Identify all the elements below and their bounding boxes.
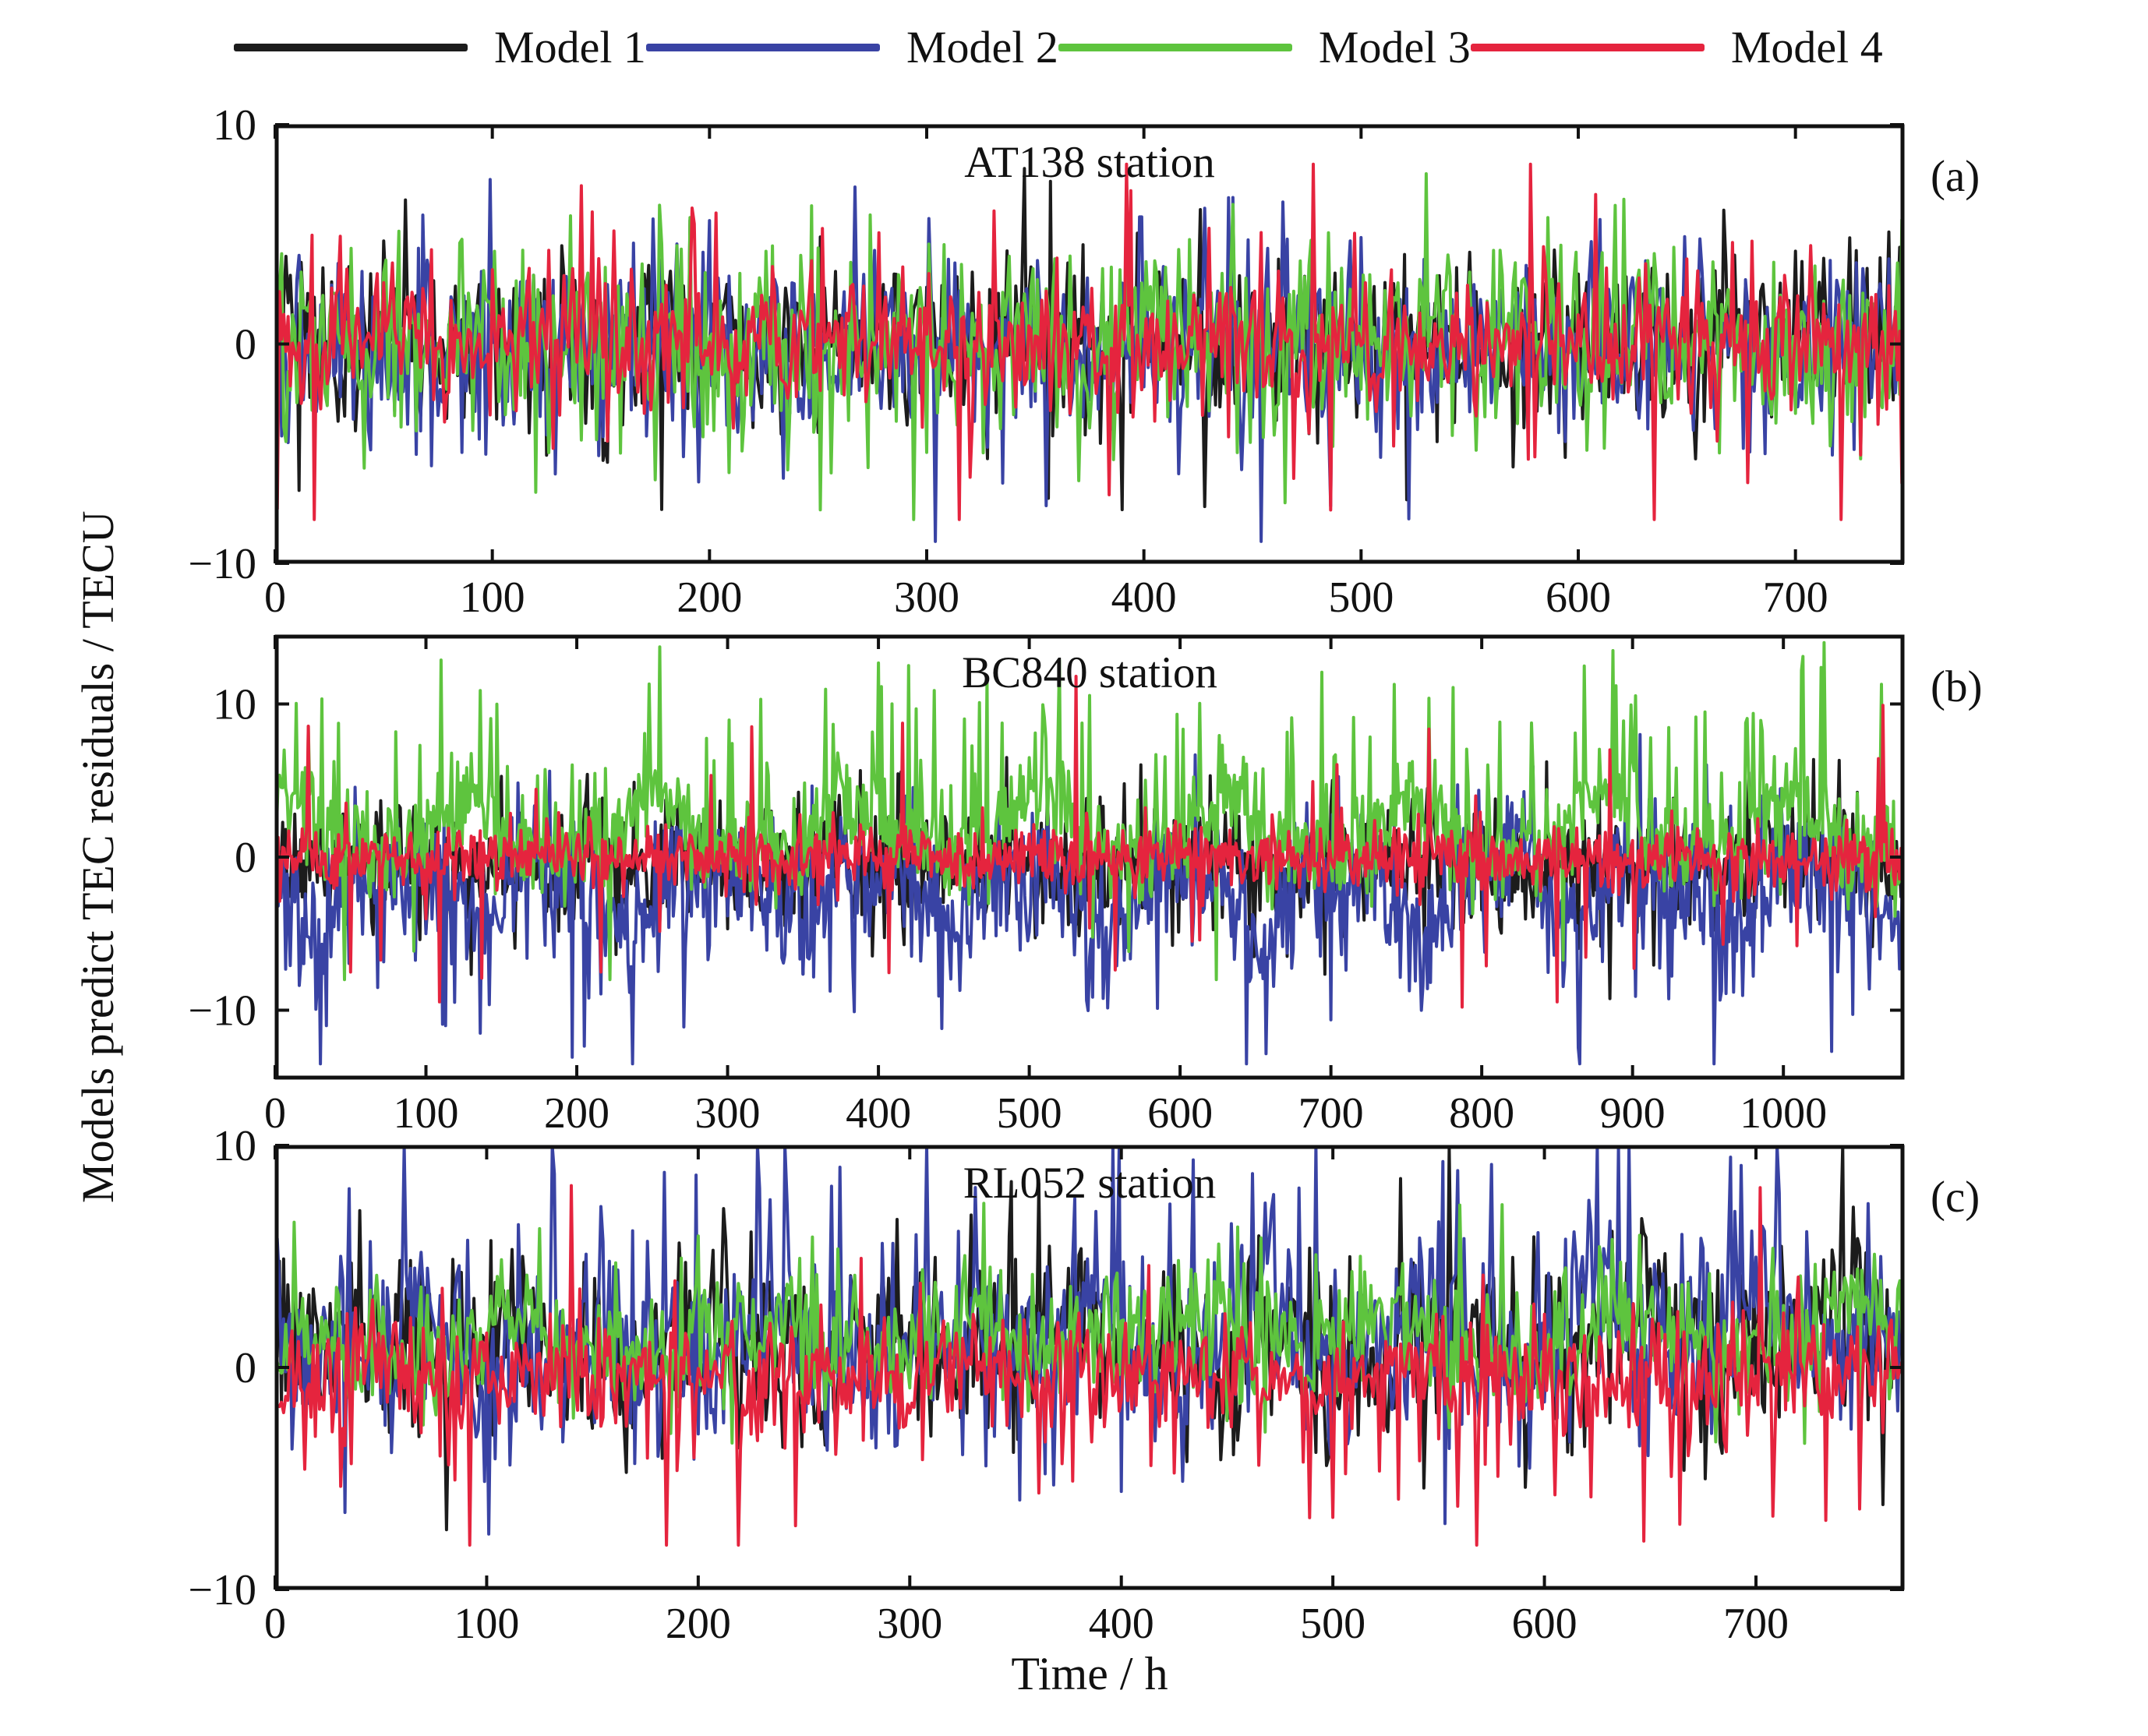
svg-text:800: 800 (1449, 1089, 1514, 1138)
subplot-c: 0 100 200 300 400 500 600 700 −10 0 10 RL052 stati… (188, 1122, 1980, 1648)
svg-text:700: 700 (1763, 573, 1828, 622)
svg-text:200: 200 (544, 1089, 609, 1138)
svg-text:600: 600 (1546, 573, 1611, 622)
svg-text:−10: −10 (188, 987, 256, 1036)
svg-text:500: 500 (1328, 573, 1394, 622)
legend-item-model-3: Model 3 (1058, 25, 1471, 70)
svg-text:900: 900 (1600, 1089, 1666, 1138)
svg-text:400: 400 (846, 1089, 911, 1138)
svg-text:0: 0 (264, 573, 286, 622)
svg-text:300: 300 (894, 573, 959, 622)
svg-text:0: 0 (264, 1600, 286, 1648)
svg-text:100: 100 (394, 1089, 459, 1138)
model-4-line-icon (1470, 44, 1705, 51)
svg-text:700: 700 (1723, 1600, 1789, 1648)
subplot-a-tag: (a) (1931, 152, 1980, 201)
svg-text:0: 0 (235, 321, 256, 369)
x-axis-label: Time / h (1011, 1648, 1168, 1699)
svg-text:200: 200 (666, 1600, 731, 1648)
svg-text:300: 300 (695, 1089, 761, 1138)
svg-text:0: 0 (235, 1344, 256, 1392)
subplot-b-plot-area: 0 100 200 300 400 500 600 700 800 900 1000 −10 0 10 (188, 634, 1905, 1138)
legend-label-model-2: Model 2 (906, 22, 1058, 72)
svg-text:10: 10 (213, 101, 256, 150)
legend: Model 1 Model 2 Model 3 Model 4 (234, 19, 1883, 76)
y-axis-label: Models predict TEC residuals / TECU (72, 510, 123, 1204)
svg-text:100: 100 (454, 1600, 519, 1648)
svg-text:700: 700 (1298, 1089, 1364, 1138)
svg-text:600: 600 (1512, 1600, 1577, 1648)
svg-text:10: 10 (213, 1122, 256, 1170)
svg-text:0: 0 (235, 834, 256, 882)
svg-text:500: 500 (997, 1089, 1062, 1138)
svg-text:100: 100 (460, 573, 525, 622)
legend-label-model-4: Model 4 (1730, 22, 1883, 72)
svg-text:600: 600 (1147, 1089, 1213, 1138)
subplot-b-tag: (b) (1931, 662, 1983, 711)
model-2-line-icon (645, 44, 880, 51)
svg-text:10: 10 (213, 680, 256, 729)
svg-text:−10: −10 (188, 1566, 256, 1614)
legend-label-model-1: Model 1 (494, 22, 646, 72)
model-3-line-icon (1058, 44, 1292, 51)
svg-text:−10: −10 (188, 540, 256, 588)
legend-item-model-2: Model 2 (645, 22, 1058, 72)
subplot-b: 0 100 200 300 400 500 600 700 800 900 1000 −10 0 10 B… (188, 634, 1982, 1138)
legend-label-model-3: Model 3 (1318, 22, 1471, 72)
svg-text:400: 400 (1089, 1600, 1154, 1648)
svg-text:1000: 1000 (1740, 1089, 1827, 1138)
legend-item-model-1: Model 1 (234, 25, 646, 70)
svg-text:500: 500 (1300, 1600, 1365, 1648)
svg-text:400: 400 (1111, 573, 1177, 622)
subplot-c-tag: (c) (1931, 1173, 1980, 1222)
legend-item-model-4: Model 4 (1470, 22, 1883, 72)
subplot-a: 0 100 200 300 400 500 600 700 −10 0 10 AT138 stati… (188, 101, 1980, 622)
svg-text:0: 0 (264, 1089, 286, 1138)
svg-text:200: 200 (677, 573, 742, 622)
svg-text:300: 300 (877, 1600, 942, 1648)
model-1-line-icon (234, 44, 468, 51)
